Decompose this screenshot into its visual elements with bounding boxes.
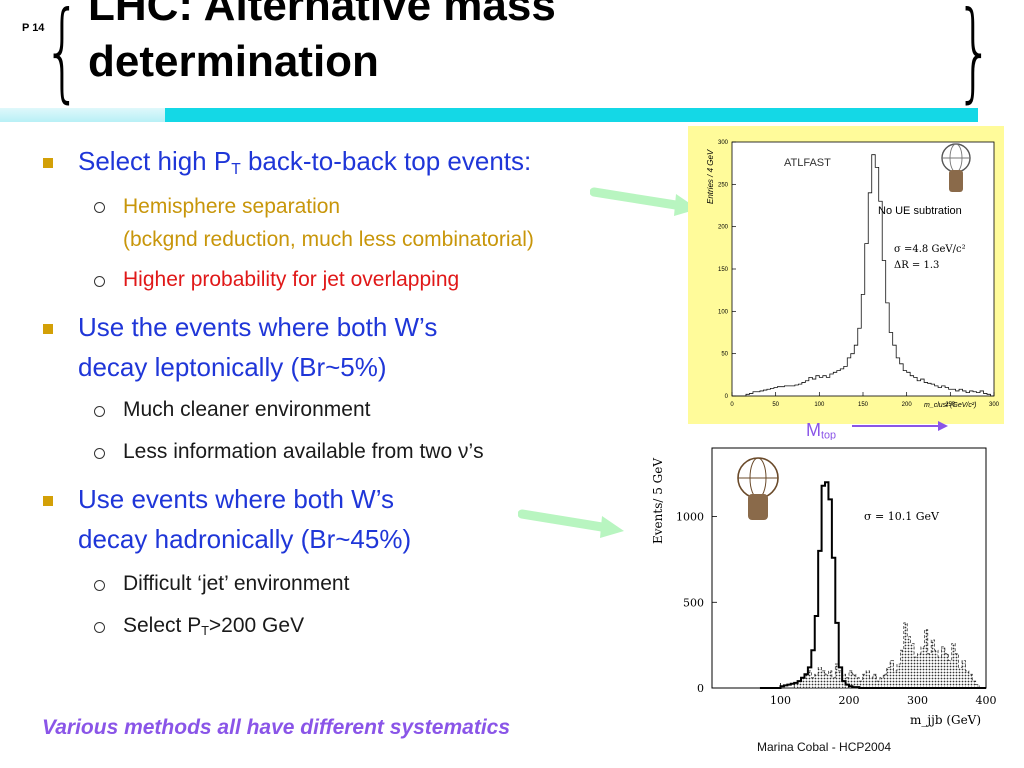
- footer-author: Marina Cobal - HCP2004: [757, 740, 892, 754]
- sub-bullet-2-2: Less information available from two ν’s: [123, 440, 484, 463]
- sub-bullet-3-2-pre: Select P: [123, 614, 202, 637]
- mtop-label: Mtop: [806, 420, 836, 442]
- chart-2-y-tick-label: 1000: [676, 511, 704, 524]
- sub-bullet-circle-icon: [94, 622, 105, 633]
- bullet-1-text-pre: Select high P: [78, 146, 232, 176]
- chart-1-y-tick-label: 300: [718, 140, 729, 146]
- chart-1-x-tick-label: 250: [945, 402, 956, 408]
- sub-bullet-3-2: Select PT>200 GeV: [123, 614, 304, 643]
- chart-1-y-tick-label: 0: [725, 394, 729, 400]
- right-brace-decoration: }: [955, 0, 994, 114]
- atlas-logo-icon: [737, 457, 779, 520]
- chart-1-y-tick-label: 150: [718, 267, 729, 273]
- sub-bullet-circle-icon: [94, 580, 105, 591]
- chart-1-x-tick-label: 200: [902, 402, 913, 408]
- chart-2-series-background: [759, 622, 986, 689]
- chart-2-y-axis-label: Events/ 5 GeV: [651, 458, 665, 544]
- mtop-arrow: [852, 421, 948, 431]
- title-underline-accent: [165, 108, 978, 122]
- bullet-2-line-1: Use the events where both W’s: [78, 312, 438, 342]
- chart-1-y-axis-label: Entries / 4 GeV: [706, 149, 715, 204]
- sub-bullet-1-1-line-1: Hemisphere separation: [123, 195, 341, 218]
- chart-1-y-tick-label: 250: [718, 182, 729, 188]
- chart-1: 0 50 100 150 200 250 300 0 50 100 150 200 250 300 ATLF…: [706, 140, 1000, 409]
- chart-1-title: ATLFAST: [784, 157, 831, 169]
- chart-1-y-tick-label: 200: [718, 225, 729, 231]
- sub-bullet-3-2-subscript: T: [201, 624, 209, 639]
- chart-2-y-tick-label: 0: [697, 682, 704, 695]
- mtop-label-text: M: [806, 420, 821, 440]
- page-number: P 14: [22, 22, 45, 34]
- bullet-square-icon: [43, 324, 53, 334]
- atlas-logo-icon: [941, 143, 971, 192]
- chart-1-x-tick-label: 150: [858, 402, 869, 408]
- chart-2-x-axis-label: m_jjb (GeV): [910, 713, 981, 727]
- chart-1-annotation-no-ue: No UE subtration: [878, 205, 962, 217]
- chart-1-x-tick-label: 100: [814, 402, 825, 408]
- bullet-2-line-2: decay leptonically (Br~5%): [78, 352, 387, 382]
- chart-1-annotation-delta-r: ΔR = 1.3: [894, 260, 939, 271]
- sub-bullet-circle-icon: [94, 406, 105, 417]
- footer-summary: Various methods all have different syste…: [42, 716, 511, 739]
- chart-1-annotation-sigma: σ =4.8 GeV/c²: [894, 244, 966, 255]
- sub-bullet-1-1-line-2: (bckgnd reduction, much less combinatori…: [123, 228, 534, 251]
- chart-2-x-tick-label: 100: [770, 694, 791, 707]
- chart-1-y-tick-label: 100: [718, 309, 729, 315]
- sub-bullet-circle-icon: [94, 202, 105, 213]
- chart-2-x-tick-label: 300: [907, 694, 928, 707]
- bullet-3-line-1: Use events where both W’s: [78, 484, 394, 514]
- bullet-square-icon: [43, 496, 53, 506]
- sub-bullet-circle-icon: [94, 448, 105, 459]
- chart-1-x-axis-label: m_clust (GeV/c²): [924, 402, 977, 409]
- chart-1-histogram-series: [732, 154, 994, 397]
- plot-2-frame: 100 200 300 400 0 500 1000 σ = 10.1 GeV m_jjb (G…: [646, 440, 1024, 740]
- title-line-2: determination: [88, 37, 379, 86]
- chart-2-x-tick-label: 400: [976, 694, 997, 707]
- left-brace-decoration: {: [43, 0, 82, 114]
- plot-1-frame: 0 50 100 150 200 250 300 0 50 100 150 200 250 300 ATLF…: [688, 126, 1004, 424]
- chart-1-x-tick-label: 300: [989, 402, 1000, 408]
- bullet-1-subscript: T: [231, 160, 241, 178]
- green-arrow-2: [518, 509, 624, 538]
- bullet-1-text-post: back-to-back top events:: [240, 146, 532, 176]
- chart-2-x-tick-label: 200: [839, 694, 860, 707]
- chart-2-y-tick-label: 500: [683, 596, 704, 609]
- chart-1-x-tick-label: 50: [772, 402, 779, 408]
- chart-1-x-tick-label: 0: [730, 402, 734, 408]
- slide-title: LHC: Alternative mass determination: [88, 0, 556, 90]
- bullet-square-icon: [43, 158, 53, 168]
- green-arrow-1: [590, 187, 698, 216]
- mtop-label-subscript: top: [821, 429, 837, 442]
- sub-bullet-1-2: Higher probability for jet overlapping: [123, 268, 460, 291]
- chart-2-plot-area: [711, 447, 987, 689]
- chart-1-y-tick-label: 50: [721, 352, 728, 358]
- chart-2-annotation-sigma: σ = 10.1 GeV: [864, 510, 940, 523]
- bullet-1: Select high PT back-to-back top events:: [78, 146, 531, 185]
- title-line-1: LHC: Alternative mass: [88, 0, 556, 30]
- sub-bullet-2-1: Much cleaner environment: [123, 398, 371, 421]
- sub-bullet-3-2-post: >200 GeV: [208, 614, 305, 637]
- sub-bullet-circle-icon: [94, 276, 105, 287]
- chart-2-series-signal: [759, 481, 986, 689]
- bullet-3-line-2: decay hadronically (Br~45%): [78, 524, 412, 554]
- chart-2: 100 200 300 400 0 500 1000 σ = 10.1 GeV m_jjb (G…: [651, 447, 997, 727]
- sub-bullet-3-1: Difficult ‘jet’ environment: [123, 572, 350, 595]
